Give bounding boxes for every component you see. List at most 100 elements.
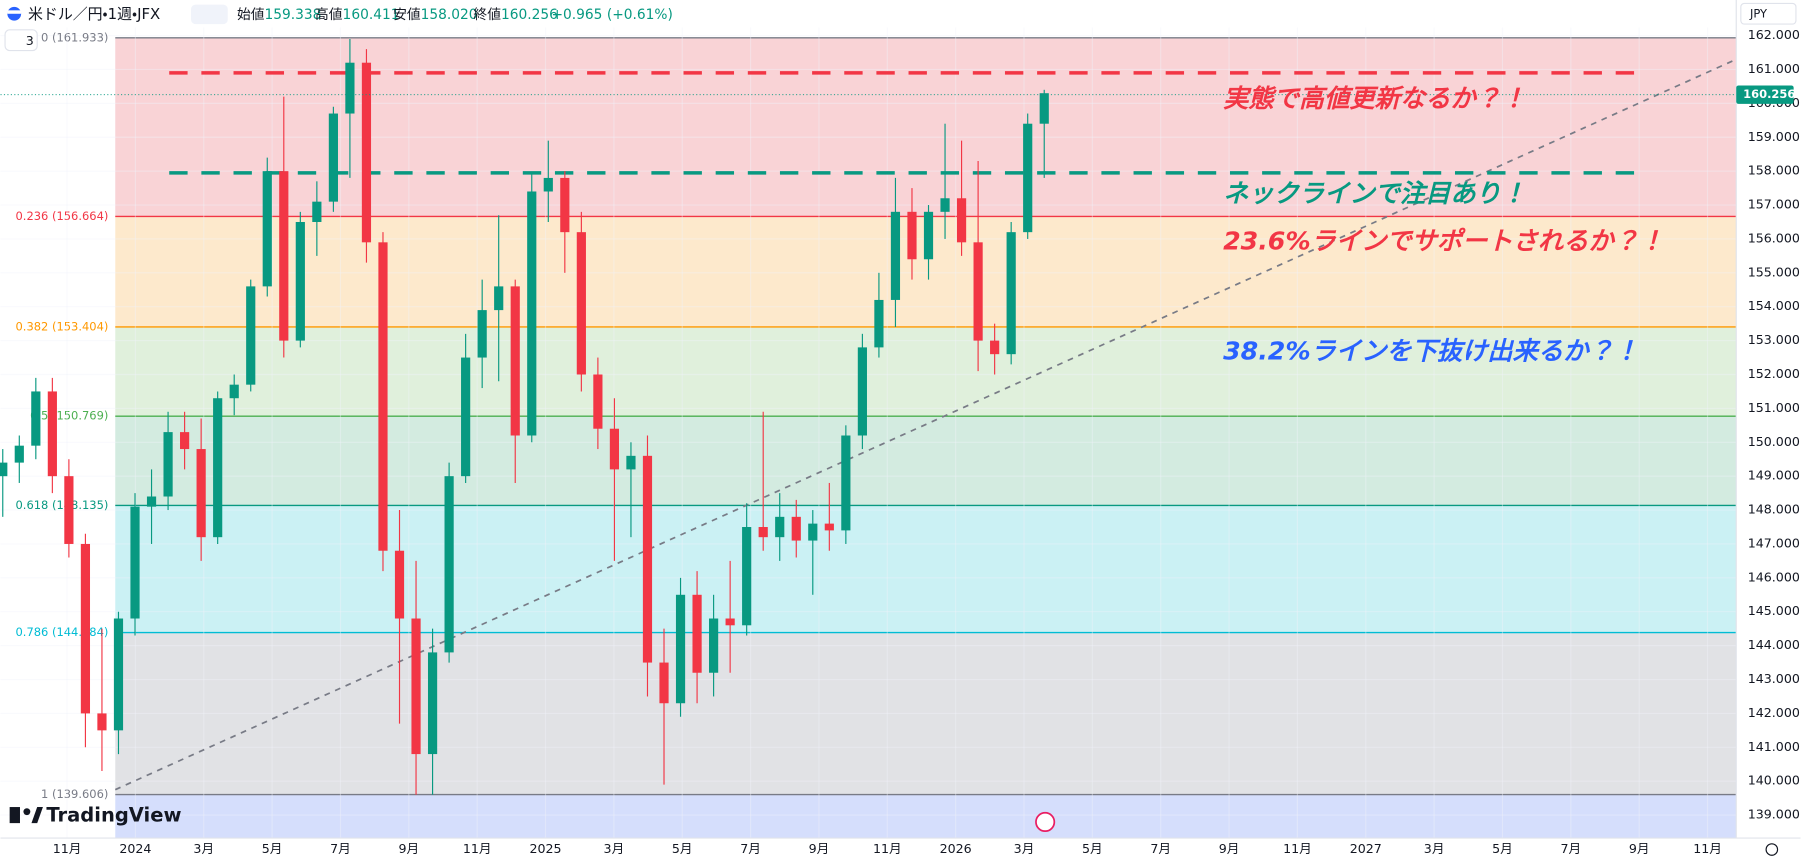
x-tick-label: 9月 [809, 841, 830, 856]
candle-body [378, 242, 388, 551]
candle-body [64, 476, 74, 544]
event-icon[interactable] [1035, 811, 1056, 833]
candle-body [841, 435, 851, 531]
ohlc-value: 158.020 [421, 7, 478, 23]
symbol[interactable]: 米ドル／円・1週・JFX [28, 5, 160, 23]
candle-body [675, 594, 686, 704]
x-tick-label: 2027 [1350, 841, 1382, 856]
candle-body [461, 357, 471, 477]
y-tick-label: 155.000 [1748, 264, 1800, 279]
currency[interactable]: JPY [1749, 6, 1768, 20]
candle-body [824, 523, 834, 531]
x-tick-label: 11月 [1283, 841, 1312, 856]
x-tick-label: 2026 [940, 841, 972, 856]
candle-body [295, 221, 305, 341]
candle-body [725, 618, 735, 626]
indicator-toggle[interactable] [4, 29, 38, 52]
fib-label: 0.786 (144.384) [16, 625, 109, 639]
trend-line [114, 58, 1737, 791]
candle-body [14, 445, 24, 463]
candle-body [0, 462, 8, 477]
candle-body [560, 177, 570, 233]
candle-body [874, 299, 884, 348]
x-tick-label: 11月 [53, 841, 82, 856]
x-tick-label: 5月 [1492, 841, 1513, 856]
candle-body [229, 384, 239, 399]
y-tick-label: 151.000 [1748, 400, 1800, 415]
annotation: 23.6%ラインでサポートされるか？！ [1223, 226, 1664, 255]
candle-body [444, 476, 454, 653]
fib-band [115, 632, 1737, 795]
candle-body [394, 550, 405, 619]
x-tick-label: 9月 [1629, 841, 1650, 856]
y-tick-label: 154.000 [1748, 298, 1800, 313]
ohlc-value: 160.411 [343, 7, 400, 23]
x-tick-label: 5月 [672, 841, 693, 856]
candle-body [973, 242, 983, 341]
x-tick-label: 3月 [1424, 841, 1445, 856]
candle-body [97, 713, 107, 731]
candle-body [956, 198, 967, 243]
x-tick-label: 9月 [1219, 841, 1240, 856]
y-tick-label: 145.000 [1748, 603, 1800, 618]
x-tick-label: 11月 [873, 841, 902, 856]
candle-body [626, 455, 636, 470]
candle-body [411, 618, 421, 755]
ohlc-value: 160.256 [501, 7, 558, 23]
change: +0.965 (+0.61%) [552, 7, 673, 23]
candle-body [312, 201, 322, 222]
candle-body [808, 523, 818, 541]
candle-body [1023, 123, 1033, 233]
y-tick-label: 153.000 [1748, 332, 1800, 347]
logo: TradingView [9, 804, 181, 827]
y-tick-label: 157.000 [1748, 197, 1800, 212]
candle-body [328, 113, 338, 202]
y-tick-label: 147.000 [1748, 535, 1800, 550]
x-tick-label: 5月 [262, 841, 283, 856]
header-bg [0, 0, 690, 28]
y-tick-label: 141.000 [1748, 739, 1800, 754]
candle-body [113, 618, 124, 731]
price-tag-label: 160.256 [1743, 87, 1795, 101]
plot-area: 0 (161.933) 0.236 (156.664) 0.382 (153.404… [0, 27, 1737, 839]
candle-body [47, 391, 57, 477]
y-tick-label: 142.000 [1748, 705, 1800, 720]
candle-body [163, 432, 173, 497]
x-tick-label: 7月 [1150, 841, 1171, 856]
candle-body [791, 516, 801, 541]
candle-body [890, 211, 901, 300]
logo-mark [23, 808, 31, 816]
candle-body [742, 527, 752, 626]
indicator-count[interactable]: 3 [26, 33, 34, 48]
candle-body [80, 543, 91, 714]
annotation: 38.2%ラインを下抜け出来るか？！ [1223, 336, 1639, 365]
currency-button[interactable] [1740, 2, 1797, 25]
y-tick-label: 149.000 [1748, 468, 1800, 483]
fib-label: 0 (161.933) [41, 30, 108, 44]
candle-body [775, 516, 785, 538]
compare-button[interactable] [191, 4, 228, 25]
fib-band [115, 505, 1737, 633]
ohlc-label: 始値 [237, 7, 265, 23]
candle-body [146, 496, 157, 507]
candle-body [477, 310, 487, 358]
x-tick-label: 3月 [604, 841, 625, 856]
price-tag [1736, 85, 1794, 104]
candle-body [709, 618, 719, 673]
flag-icon [7, 10, 22, 14]
ohlc-label: 安値 [393, 7, 421, 23]
fib-band [115, 416, 1737, 506]
ohlc-value: 159.338 [265, 7, 322, 23]
y-tick-label: 139.000 [1748, 807, 1800, 822]
fib-band [115, 37, 1737, 217]
y-tick-label: 159.000 [1748, 129, 1800, 144]
x-tick-label: 7月 [1561, 841, 1582, 856]
candle-body [1006, 232, 1016, 355]
candle-body [345, 62, 355, 114]
settings-icon[interactable] [1765, 843, 1779, 856]
y-tick-label: 146.000 [1748, 569, 1800, 584]
annotation: ネックラインで注目あり！ [1223, 179, 1526, 208]
candle-body [510, 286, 520, 436]
candle-body [990, 340, 1000, 355]
